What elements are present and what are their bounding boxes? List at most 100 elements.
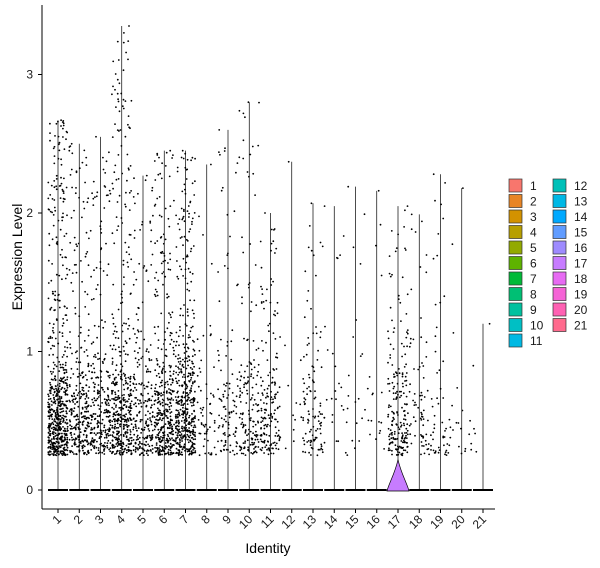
data-point-11 [270, 242, 273, 245]
data-point-17 [393, 433, 396, 435]
data-point-1 [47, 259, 50, 262]
data-point-1 [50, 306, 53, 309]
data-point-2 [70, 142, 73, 145]
data-point-1 [66, 441, 69, 444]
data-point-11 [268, 449, 271, 452]
data-point-6 [157, 339, 160, 341]
data-point-2 [71, 445, 73, 447]
data-point-19 [445, 454, 448, 456]
data-point-4 [129, 392, 132, 395]
data-point-3 [95, 452, 97, 455]
data-point-1 [66, 319, 68, 321]
data-point-4 [128, 25, 130, 27]
data-point-2 [73, 442, 76, 445]
y-tick-label: 1 [26, 345, 33, 359]
data-point-7 [189, 379, 192, 381]
data-point-7 [185, 367, 188, 370]
data-point-7 [176, 382, 179, 384]
data-point-18 [420, 317, 422, 319]
data-point-4 [111, 444, 114, 447]
data-point-2 [79, 374, 82, 377]
data-point-6 [171, 157, 174, 159]
data-point-9 [231, 329, 234, 332]
data-point-3 [90, 275, 92, 278]
data-point-1 [55, 437, 58, 440]
data-point-5 [149, 222, 152, 224]
data-point-7 [190, 419, 193, 421]
data-point-9 [226, 341, 229, 343]
data-point-7 [178, 451, 181, 454]
data-point-13 [312, 425, 315, 428]
data-point-3 [104, 442, 106, 444]
data-point-17 [401, 447, 404, 449]
data-point-1 [66, 446, 69, 449]
data-point-11 [270, 284, 273, 286]
data-point-10 [254, 446, 257, 449]
data-point-3 [100, 380, 102, 382]
data-point-4 [122, 107, 125, 110]
data-point-14 [337, 440, 340, 443]
data-point-1 [50, 438, 53, 440]
data-point-17 [401, 276, 404, 279]
data-point-6 [157, 394, 159, 396]
data-point-10 [254, 194, 256, 197]
data-point-5 [146, 368, 149, 370]
data-point-7 [186, 430, 189, 433]
data-point-4 [129, 293, 132, 295]
data-point-13 [317, 349, 319, 352]
data-point-13 [315, 429, 317, 432]
data-point-6 [162, 432, 165, 435]
data-point-17 [404, 432, 406, 434]
data-point-11 [260, 302, 263, 304]
legend-label-8: 8 [530, 288, 537, 302]
data-point-4 [122, 98, 125, 101]
data-point-4 [117, 438, 119, 441]
data-point-6 [162, 283, 164, 286]
data-point-11 [261, 288, 263, 290]
data-point-5 [142, 452, 144, 454]
legend-swatch-16 [552, 240, 567, 255]
data-point-5 [142, 436, 144, 439]
data-point-14 [324, 325, 326, 328]
data-point-6 [167, 399, 170, 401]
data-point-1 [65, 418, 68, 421]
data-point-4 [121, 330, 124, 333]
data-point-2 [78, 444, 81, 447]
data-point-13 [307, 290, 310, 292]
data-point-3 [102, 445, 105, 448]
data-point-5 [135, 389, 138, 391]
data-point-2 [69, 347, 72, 349]
data-point-3 [109, 374, 111, 377]
violin-group-3 [89, 135, 112, 491]
data-point-4 [121, 445, 124, 448]
data-point-18 [410, 288, 413, 291]
data-point-1 [60, 125, 62, 127]
data-point-3 [93, 446, 95, 449]
data-point-9 [235, 441, 238, 443]
data-point-2 [88, 237, 90, 240]
data-point-1 [61, 432, 63, 435]
data-point-18 [409, 433, 412, 436]
data-point-15 [346, 407, 349, 410]
data-point-4 [111, 93, 113, 96]
data-point-5 [143, 428, 146, 431]
data-point-1 [47, 410, 50, 413]
data-point-16 [378, 421, 380, 423]
data-point-1 [65, 314, 68, 316]
data-point-19 [442, 436, 445, 439]
data-point-19 [432, 173, 435, 176]
data-point-4 [121, 105, 124, 108]
data-point-7 [187, 423, 190, 425]
data-point-2 [87, 264, 90, 267]
data-point-4 [112, 389, 114, 392]
data-point-1 [56, 441, 58, 443]
data-point-5 [132, 439, 135, 441]
data-point-1 [51, 198, 54, 200]
data-point-3 [92, 401, 94, 404]
data-point-7 [181, 430, 184, 432]
data-point-17 [406, 451, 409, 454]
data-point-5 [151, 452, 154, 454]
data-point-2 [76, 357, 78, 360]
data-point-3 [100, 220, 103, 223]
data-point-1 [52, 331, 55, 334]
